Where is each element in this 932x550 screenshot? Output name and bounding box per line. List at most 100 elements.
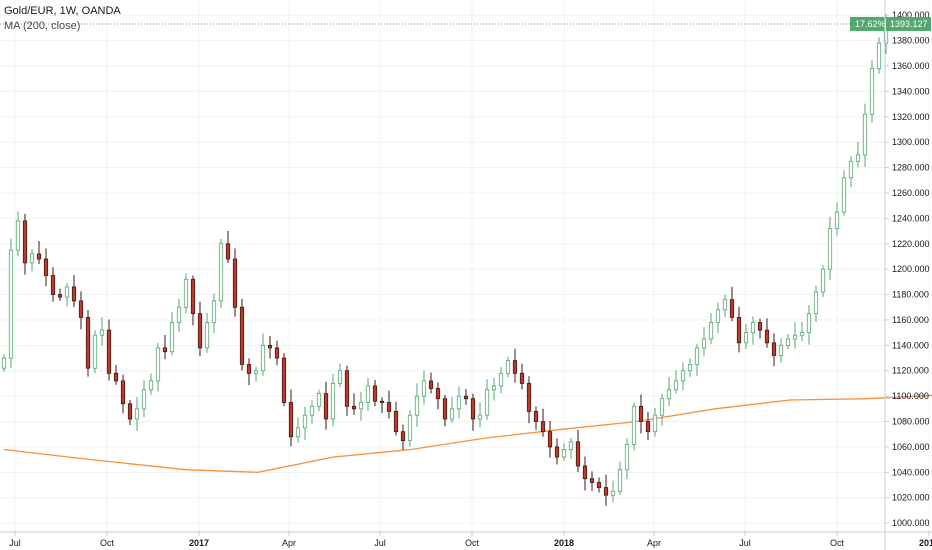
- candle: [141, 380, 147, 418]
- candle: [169, 311, 175, 356]
- candle-body-down: [533, 410, 539, 422]
- y-tick-label: 1120.000: [892, 366, 929, 376]
- candle-body-up: [498, 372, 504, 387]
- candle-body-up: [750, 322, 756, 334]
- candle: [869, 60, 875, 123]
- candle: [267, 335, 273, 359]
- candle: [848, 156, 854, 188]
- candle-body-down: [575, 441, 581, 467]
- candle: [120, 374, 126, 414]
- candle: [344, 365, 350, 416]
- candle-body-down: [127, 403, 133, 420]
- candle-body-up: [799, 332, 805, 336]
- candle-body-up: [218, 243, 224, 302]
- candle: [78, 291, 84, 330]
- candle-body-up: [15, 220, 21, 251]
- candle: [743, 324, 749, 349]
- candle-body-up: [421, 380, 427, 397]
- candle-body-up: [414, 395, 420, 416]
- y-tick-label: 1080.000: [892, 417, 930, 427]
- candle: [722, 294, 728, 318]
- candle-body-down: [596, 482, 602, 488]
- candle: [855, 141, 861, 168]
- y-tick-label: 1380.000: [892, 36, 930, 46]
- candle: [351, 393, 357, 415]
- candle-body-down: [372, 385, 378, 402]
- candle: [813, 285, 819, 322]
- candle: [512, 348, 518, 383]
- candle: [659, 393, 665, 426]
- candle-body-up: [841, 177, 847, 213]
- candle-body-down: [512, 360, 518, 374]
- candle: [358, 391, 364, 421]
- candle-body-down: [400, 431, 406, 441]
- candle: [302, 406, 308, 440]
- candle: [148, 373, 154, 395]
- candle: [15, 211, 21, 257]
- y-tick-label: 1020.000: [892, 493, 930, 503]
- candle-body-up: [722, 299, 728, 311]
- candle: [435, 382, 441, 410]
- candle-body-down: [603, 487, 609, 496]
- candle: [540, 408, 546, 437]
- candle-body-down: [71, 286, 77, 302]
- candle: [631, 402, 637, 451]
- y-tick-label: 1400.000: [892, 10, 930, 20]
- candle: [225, 230, 231, 263]
- candle-body-down: [526, 383, 532, 412]
- candle-body-down: [85, 317, 91, 369]
- candle: [680, 362, 686, 391]
- candle-body-up: [491, 385, 497, 391]
- candle-body-up: [358, 402, 364, 410]
- candle-body-up: [337, 370, 343, 384]
- candle-body-up: [316, 393, 322, 407]
- candle-body-down: [246, 364, 252, 374]
- candle-body-down: [225, 243, 231, 260]
- candle-body-down: [547, 431, 553, 448]
- candle-body-down: [519, 372, 525, 384]
- candle-body-up: [148, 380, 154, 391]
- candle-body-up: [694, 347, 700, 365]
- candle: [729, 286, 735, 322]
- candle: [113, 364, 119, 385]
- candle: [400, 424, 406, 451]
- candle: [176, 298, 182, 333]
- candle: [1, 354, 7, 373]
- candle-body-down: [589, 478, 595, 483]
- candle: [617, 461, 623, 496]
- candle: [162, 334, 168, 359]
- candle: [106, 319, 112, 381]
- candle-body-up: [652, 414, 658, 433]
- candle: [750, 316, 756, 345]
- candle-body-down: [470, 398, 476, 420]
- candle: [316, 389, 322, 412]
- candle-body-up: [176, 306, 182, 323]
- y-tick-label: 1360.000: [892, 61, 930, 71]
- symbol-title[interactable]: Gold/EUR, 1W, OANDA: [4, 5, 121, 17]
- candle-body-up: [813, 291, 819, 315]
- indicator-title[interactable]: MA (200, close): [4, 20, 81, 32]
- candle: [253, 366, 259, 382]
- candle-body-up: [876, 42, 882, 69]
- candle: [232, 248, 238, 317]
- candle: [876, 37, 882, 74]
- candle-body-up: [715, 309, 721, 323]
- candle-body-up: [617, 469, 623, 492]
- candle: [736, 306, 742, 353]
- candle-body-up: [211, 300, 217, 323]
- candle: [43, 248, 49, 287]
- x-tick-label: Jul: [739, 538, 751, 548]
- candle: [239, 298, 245, 371]
- candle-body-down: [540, 421, 546, 433]
- candle-body-up: [862, 113, 868, 156]
- candle: [71, 275, 77, 308]
- chart-grid: [0, 0, 930, 532]
- candle-body-up: [64, 286, 70, 298]
- candle: [589, 471, 595, 491]
- candle-body-up: [365, 385, 371, 403]
- y-tick-label: 1100.000: [892, 391, 929, 401]
- candle: [449, 397, 455, 423]
- candle-body-up: [302, 414, 308, 429]
- candle: [820, 265, 826, 297]
